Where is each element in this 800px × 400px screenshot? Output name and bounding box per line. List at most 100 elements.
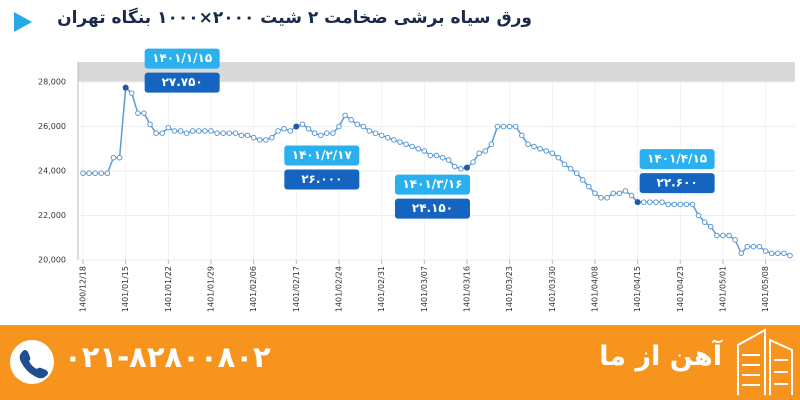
annotation-date: ۱۴۰۱/۳/۱۶: [402, 177, 462, 191]
y-tick-label: 24,000: [38, 167, 66, 176]
annotation-point: [293, 123, 300, 130]
data-point: [421, 148, 428, 154]
data-point: [311, 130, 318, 136]
data-point: [695, 212, 702, 219]
data-point: [750, 243, 757, 250]
title-icon: [14, 12, 32, 32]
annotation-date: ۱۴۰۱/۴/۱۵: [647, 152, 707, 166]
data-point: [494, 123, 501, 130]
data-point: [98, 170, 105, 177]
x-tick-label: 1401/03/16: [462, 266, 471, 312]
data-point: [372, 130, 379, 136]
data-point: [549, 150, 556, 157]
series-line: [83, 86, 791, 257]
x-tick-label: 1401/04/23: [676, 266, 685, 312]
data-point: [299, 121, 306, 128]
annotation-value: ۲۴.۱۵۰: [412, 201, 453, 215]
data-point: [391, 137, 397, 143]
data-point: [305, 125, 312, 132]
data-point: [647, 199, 653, 205]
data-point: [128, 90, 135, 96]
data-point: [537, 145, 543, 152]
data-point: [579, 177, 586, 183]
data-point: [586, 183, 592, 190]
data-point: [317, 132, 324, 139]
data-point: [781, 250, 787, 257]
y-tick-label: 20,000: [38, 256, 66, 265]
data-point: [342, 112, 348, 119]
data-point: [183, 130, 190, 136]
data-point: [762, 248, 769, 254]
data-point: [689, 201, 696, 208]
data-point: [488, 141, 495, 148]
data-point: [707, 223, 714, 230]
data-point: [659, 199, 665, 205]
annotation-date-box: [284, 145, 360, 166]
data-point: [555, 154, 562, 161]
annotation-date: ۱۴۰۱/۲/۱۷: [292, 148, 353, 162]
data-point: [665, 201, 671, 208]
phone-icon-circle: [10, 340, 54, 384]
data-point: [287, 128, 294, 134]
annotation-value-box: [394, 198, 470, 219]
data-point: [238, 132, 245, 139]
data-point: [220, 130, 226, 136]
data-point: [281, 125, 287, 132]
data-point: [250, 134, 257, 141]
data-point: [189, 128, 196, 134]
data-point: [384, 134, 391, 141]
data-point: [500, 123, 507, 130]
data-point: [135, 110, 141, 116]
data-point: [360, 123, 367, 130]
data-point: [92, 170, 98, 177]
data-point: [415, 145, 422, 152]
brand-name: آهن از ما: [599, 341, 722, 372]
data-point: [323, 130, 330, 136]
data-point: [732, 237, 738, 243]
annotation-point: [463, 164, 470, 171]
data-point: [738, 250, 745, 257]
data-point: [543, 148, 550, 154]
plot-header-band: [78, 62, 795, 82]
x-tick-label: 1401/02/31: [377, 266, 386, 312]
data-point: [775, 250, 781, 257]
x-tick-label: 1401/02/06: [249, 266, 258, 312]
data-point: [256, 137, 263, 143]
data-point: [458, 165, 464, 172]
x-tick-label: 1401/02/24: [334, 266, 343, 312]
data-point: [403, 141, 409, 148]
data-point: [275, 128, 281, 134]
data-point: [110, 154, 117, 161]
x-tick-label: 1401/03/30: [548, 266, 557, 312]
data-point: [378, 132, 385, 139]
data-point: [701, 219, 708, 225]
data-point: [171, 128, 178, 134]
annotation-value: ۲۷.۷۵۰: [162, 75, 203, 89]
data-point: [348, 117, 354, 123]
data-point: [409, 143, 415, 150]
data-point: [208, 128, 214, 134]
data-point: [506, 123, 513, 130]
data-point: [116, 154, 123, 161]
x-tick-label: 1400/12/18: [79, 266, 88, 312]
data-point: [628, 192, 635, 199]
data-point: [756, 243, 763, 250]
data-point: [470, 159, 476, 165]
brand-icon: [737, 328, 793, 395]
data-point: [159, 130, 166, 136]
y-tick-label: 28,000: [38, 78, 66, 87]
annotation-date-box: [639, 149, 715, 170]
data-point: [330, 130, 336, 136]
data-point: [214, 130, 220, 136]
data-point: [573, 170, 580, 177]
data-point: [153, 130, 159, 136]
annotation-date: ۱۴۰۱/۱/۱۵: [152, 51, 212, 65]
data-point: [476, 150, 482, 157]
data-point: [744, 243, 751, 250]
data-point: [86, 170, 92, 177]
data-point: [616, 190, 623, 197]
data-point: [445, 157, 452, 163]
data-point: [177, 128, 184, 134]
annotation-point: [122, 84, 129, 91]
